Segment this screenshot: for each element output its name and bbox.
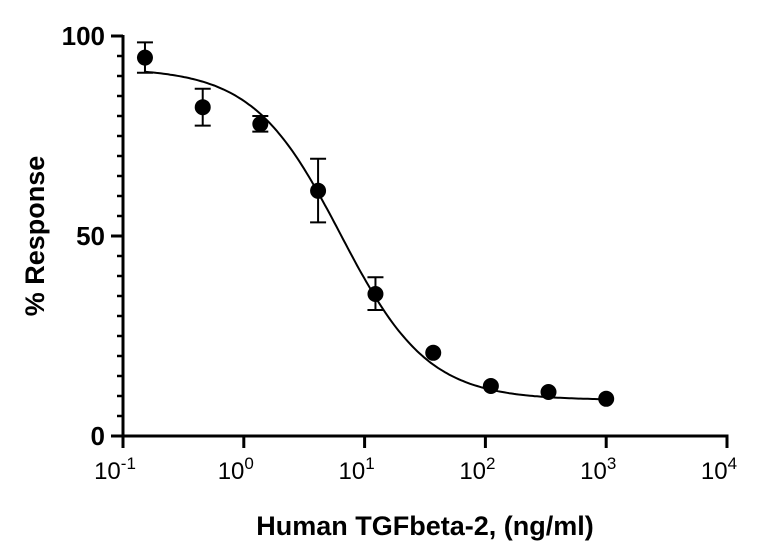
data-point <box>540 384 557 400</box>
x-tick-label: 104 <box>701 454 737 485</box>
x-tick-label: 103 <box>580 454 616 485</box>
data-point <box>482 378 499 394</box>
x-axis-label: Human TGFbeta-2, (ng/ml) <box>256 511 594 541</box>
y-tick-label: 50 <box>76 221 105 251</box>
x-tick-label: 10-1 <box>94 454 136 485</box>
x-tick-label: 102 <box>459 454 495 485</box>
y-tick-label: 0 <box>91 421 105 451</box>
data-point <box>598 390 615 407</box>
data-point <box>367 286 384 302</box>
data-point <box>136 49 153 66</box>
x-tick-label: 101 <box>339 454 375 485</box>
x-tick-label: 100 <box>218 454 254 485</box>
fit-curve <box>144 70 607 401</box>
y-tick-label: 100 <box>62 21 105 51</box>
y-axis-label: % Response <box>20 156 50 317</box>
data-point <box>194 99 211 116</box>
data-point <box>425 344 442 361</box>
data-point <box>310 182 327 199</box>
data-point <box>252 116 269 132</box>
